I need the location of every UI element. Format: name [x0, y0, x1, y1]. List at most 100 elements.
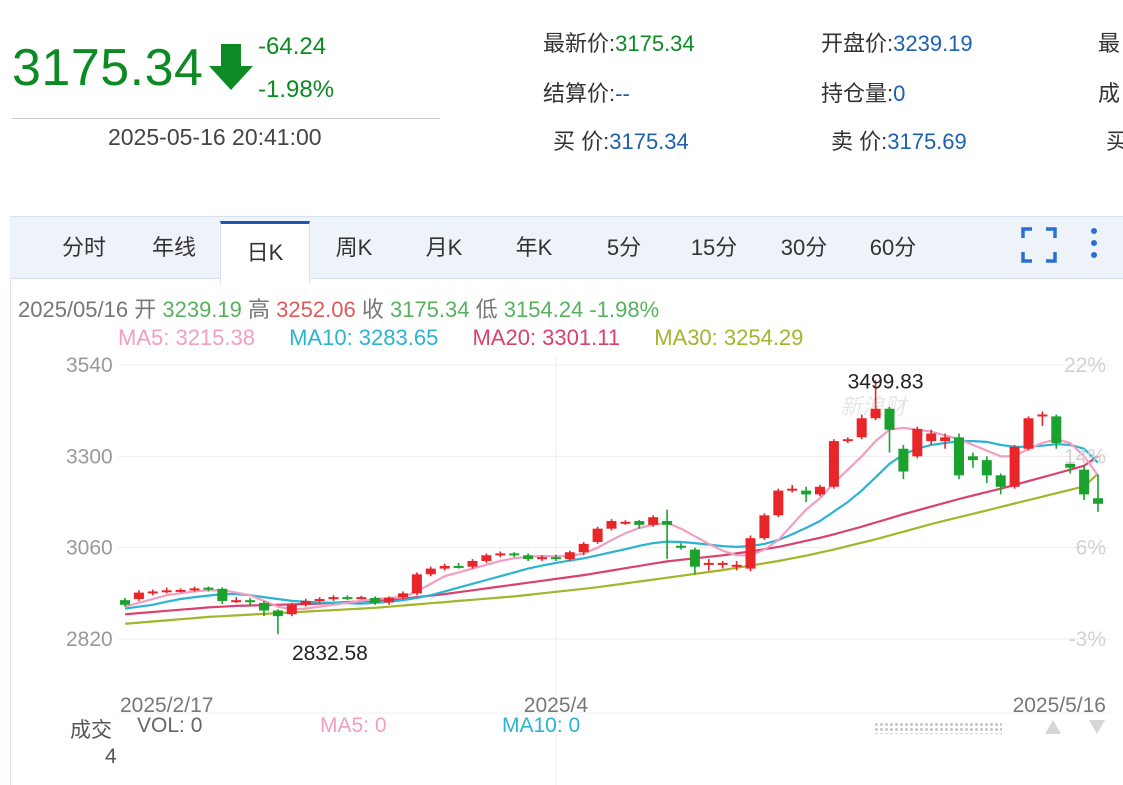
- pct-tick-label: -3%: [1069, 628, 1106, 651]
- field-latest-value: 3175.34: [615, 31, 695, 56]
- candle: [828, 439, 839, 489]
- candle: [1037, 411, 1048, 426]
- candle: [787, 484, 798, 493]
- volume-ma10: MA10: 0: [502, 714, 581, 737]
- candle: [1079, 465, 1090, 501]
- tab-15min[interactable]: 15分: [690, 235, 738, 260]
- x-tick-label: 2025/2/17: [120, 694, 213, 717]
- field-latest: 最新价:3175.34: [543, 26, 695, 58]
- tab-30min[interactable]: 30分: [780, 235, 828, 260]
- tab-monthly-k[interactable]: 月K: [425, 235, 463, 260]
- field-bid-label: 买 价:: [553, 129, 610, 154]
- ohlc-info-line: 2025/05/16 开 3239.19 高 3252.06 收 3175.34…: [18, 292, 659, 324]
- legend-ma30: MA30: 3254.29: [654, 325, 804, 350]
- candle: [648, 515, 659, 527]
- candle: [940, 433, 951, 449]
- y-tick-label: 3540: [66, 354, 113, 377]
- candle: [981, 456, 992, 483]
- field-latest-label: 最新价:: [543, 31, 616, 56]
- candle: [926, 429, 937, 445]
- candle: [578, 541, 589, 556]
- field-ask: 卖 价:3175.69: [831, 124, 967, 156]
- info-high: 3252.06: [276, 297, 356, 322]
- candle: [703, 559, 714, 571]
- field-open-value: 3239.19: [893, 31, 973, 56]
- candle: [411, 572, 422, 596]
- candle: [592, 526, 603, 544]
- candle: [523, 553, 534, 561]
- fullscreen-icon[interactable]: [1020, 226, 1058, 264]
- field-ask-label: 卖 价:: [831, 129, 888, 154]
- candle: [884, 406, 895, 453]
- candle: [356, 595, 367, 600]
- period-tab-bar: [10, 216, 1123, 279]
- candle: [856, 414, 867, 440]
- candle: [231, 597, 242, 603]
- tab-5min[interactable]: 5分: [606, 235, 642, 260]
- pct-tick-label: 22%: [1064, 354, 1106, 377]
- candle: [564, 550, 575, 561]
- candle: [217, 587, 228, 604]
- field-settle-value: --: [615, 81, 630, 106]
- candle: [328, 595, 339, 601]
- candle: [842, 437, 853, 444]
- volume-label: VOL: 0: [137, 714, 203, 737]
- candle: [189, 586, 200, 592]
- pct-tick-label: 6%: [1076, 537, 1106, 560]
- candle: [870, 380, 881, 421]
- candle: [1051, 414, 1062, 449]
- y-tick-label: 3060: [66, 537, 113, 560]
- candle: [1065, 460, 1076, 474]
- info-low: 3154.24: [503, 297, 584, 322]
- tab-60min[interactable]: 60分: [869, 235, 917, 260]
- field-bid: 买 价:3175.34: [553, 124, 689, 156]
- scroll-left-icon[interactable]: [1043, 718, 1063, 736]
- candle: [439, 563, 450, 571]
- field-cut-2: 成: [1098, 81, 1121, 106]
- header-divider: [12, 118, 440, 119]
- field-oi-value: 0: [893, 81, 906, 106]
- candle: [258, 600, 270, 617]
- tab-weekly-k[interactable]: 周K: [335, 235, 373, 260]
- candle: [342, 595, 353, 601]
- scroll-track[interactable]: [874, 722, 1002, 734]
- field-cut-1: 最: [1098, 31, 1121, 56]
- tab-yearly-k[interactable]: 年K: [515, 235, 553, 260]
- candle: [161, 587, 172, 594]
- candle: [675, 543, 687, 550]
- tab-minute[interactable]: 分时: [61, 235, 106, 260]
- info-low-label: 低: [475, 297, 498, 322]
- candle: [689, 547, 700, 575]
- info-open: 3239.19: [162, 297, 242, 322]
- field-open-label: 开盘价:: [821, 31, 894, 56]
- pct-tick-label: 14%: [1064, 445, 1106, 468]
- candle: [300, 598, 311, 607]
- ma10-line: [124, 440, 1099, 610]
- candle: [147, 589, 158, 596]
- candle: [953, 433, 965, 480]
- max-price-label: 3499.83: [848, 370, 924, 393]
- info-high-label: 高: [248, 297, 271, 322]
- x-tick-label: 2025/4: [524, 694, 589, 717]
- tab-year-line[interactable]: 年线: [151, 235, 196, 260]
- candle: [1023, 416, 1034, 451]
- legend-ma5: MA5: 3215.38: [118, 325, 255, 350]
- ma20-line: [124, 455, 1099, 616]
- candle: [495, 551, 506, 558]
- candle: [898, 444, 909, 480]
- price-change-percent: -1.98%: [258, 76, 335, 103]
- candle: [1009, 444, 1020, 489]
- candle: [536, 555, 548, 561]
- y-tick-label: 3300: [66, 445, 113, 468]
- tab-daily-k[interactable]: 日K: [220, 221, 310, 284]
- candle: [453, 562, 464, 569]
- y-tick-label: 2820: [66, 628, 113, 651]
- candle: [606, 519, 617, 531]
- scroll-down-icon[interactable]: [1087, 718, 1107, 736]
- candle: [370, 596, 381, 605]
- more-options-icon[interactable]: [1082, 226, 1106, 264]
- x-tick-label: 2025/5/16: [1013, 694, 1106, 717]
- quote-datetime: 2025-05-16 20:41:00: [108, 124, 322, 150]
- legend-ma20: MA20: 3301.11: [472, 325, 621, 350]
